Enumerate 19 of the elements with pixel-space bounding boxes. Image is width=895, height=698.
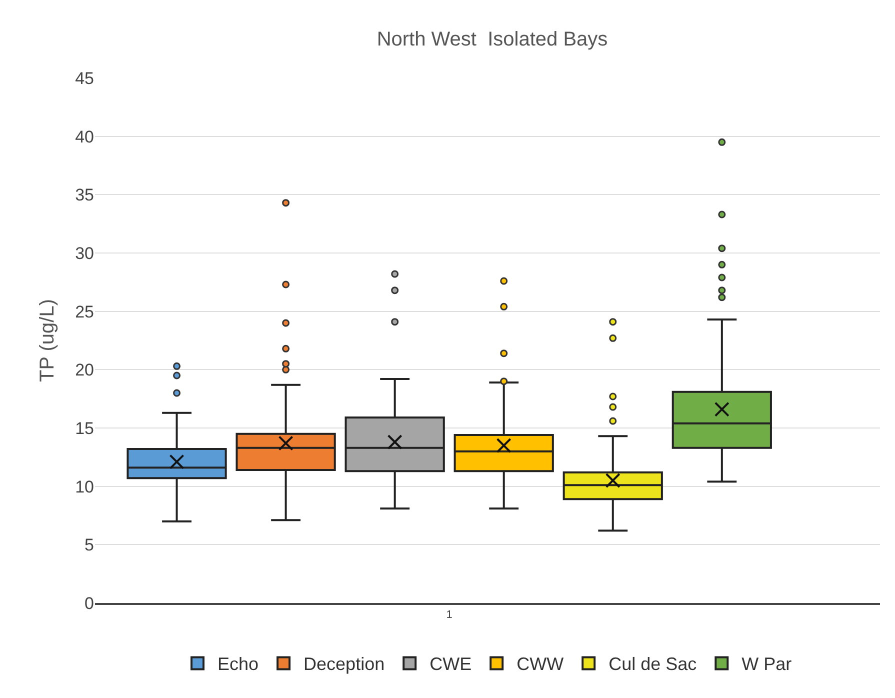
- y-tick-label: 25: [75, 302, 94, 322]
- legend-label: Deception: [304, 654, 385, 674]
- y-tick-label: 10: [75, 477, 94, 496]
- y-tick-label: 30: [75, 244, 94, 263]
- y-axis-title: TP (ug/L): [36, 299, 59, 382]
- y-tick-label: 45: [75, 68, 94, 88]
- legend-label: Echo: [218, 654, 259, 674]
- y-tick-label: 0: [84, 594, 94, 613]
- y-tick-label: 40: [75, 127, 94, 146]
- legend-label: W Par: [742, 654, 792, 674]
- legend-label: CWW: [516, 654, 564, 674]
- legend-label: Cul de Sac: [608, 654, 697, 674]
- y-tick-label: 35: [75, 186, 94, 205]
- x-tick-label: 1: [446, 608, 452, 621]
- legend-label: CWE: [430, 654, 472, 674]
- y-tick-label: 20: [75, 360, 94, 380]
- y-tick-label: 15: [75, 418, 94, 438]
- y-tick-label: 5: [84, 536, 94, 555]
- chart-title: North West Isolated Bays: [376, 28, 608, 50]
